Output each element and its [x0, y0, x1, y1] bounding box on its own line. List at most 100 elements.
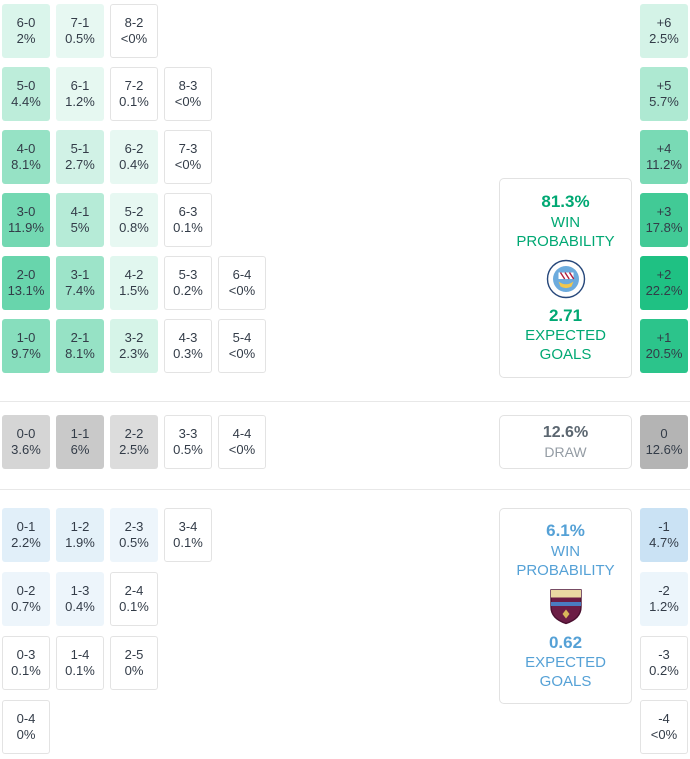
scoreline: 7-2	[124, 77, 144, 93]
scoreline: 4-4	[232, 425, 252, 441]
probability: 0%	[124, 662, 144, 678]
score-cell: 5-2 0.8%	[110, 193, 158, 247]
probability: <0%	[120, 30, 148, 46]
scoreline: 1-0	[16, 329, 36, 345]
scoreline: 4-2	[124, 266, 144, 282]
score-cell: 6-3 0.1%	[164, 193, 212, 247]
section-divider-bottom	[0, 489, 690, 490]
probability: 1.2%	[649, 598, 679, 614]
scoreline: -3	[658, 646, 670, 662]
scoreline: -4	[658, 710, 670, 726]
goal-diff-cell: 0 12.6%	[640, 415, 688, 469]
score-cell: 4-2 1.5%	[110, 256, 158, 310]
scoreline: 8-2	[124, 14, 144, 30]
scoreline: 4-0	[16, 140, 36, 156]
draw-probability-value: 12.6%	[542, 424, 589, 441]
home-probability-label: PROBABILITY	[516, 233, 615, 250]
draw-goal-diff-column: 0 12.6%	[640, 415, 688, 478]
scoreline: 6-1	[70, 77, 90, 93]
away-expected-goals-value: 0.62	[548, 632, 583, 652]
score-cell: 4-1 5%	[56, 193, 104, 247]
home-win-label: WIN	[550, 213, 581, 231]
away-probability-label: PROBABILITY	[516, 562, 615, 579]
goal-diff-cell: +3 17.8%	[640, 193, 688, 247]
scoreline: 7-3	[178, 140, 198, 156]
probability: 8.1%	[65, 345, 95, 361]
probability: 2.3%	[119, 345, 149, 361]
probability: 2.5%	[119, 441, 149, 457]
score-row: 0-3 0.1% 1-4 0.1% 2-5 0%	[2, 636, 212, 690]
score-row: 6-0 2% 7-1 0.5% 8-2 <0%	[2, 4, 266, 58]
goal-diff-cell: +5 5.7%	[640, 67, 688, 121]
score-row: 0-4 0%	[2, 700, 212, 754]
probability: 0%	[16, 726, 36, 742]
goal-diff-cell: +2 22.2%	[640, 256, 688, 310]
scoreline: 1-1	[70, 425, 90, 441]
scoreline: 6-4	[232, 266, 252, 282]
away-win-label: WIN	[550, 542, 581, 560]
score-cell: 4-4 <0%	[218, 415, 266, 469]
probability: <0%	[228, 441, 256, 457]
score-cell: 4-3 0.3%	[164, 319, 212, 373]
away-win-probability-value: 6.1%	[546, 521, 585, 541]
probability: 1.2%	[65, 93, 95, 109]
probability: 0.8%	[119, 219, 149, 235]
goal-diff-cell: +4 11.2%	[640, 130, 688, 184]
probability: 11.9%	[8, 219, 44, 235]
score-cell: 5-1 2.7%	[56, 130, 104, 184]
scoreline: 6-2	[124, 140, 144, 156]
scoreline: +3	[656, 203, 672, 219]
scoreline: 1-3	[70, 582, 90, 598]
home-score-grid: 6-0 2% 7-1 0.5% 8-2 <0% 5-0 4.4% 6-1 1.2% 7-2 0.1% 8…	[2, 4, 266, 382]
probability: 1.5%	[119, 282, 149, 298]
scoreline: 3-4	[178, 518, 198, 534]
probability: 20.5%	[645, 345, 683, 361]
home-win-probability-value: 81.3%	[541, 192, 590, 212]
goal-diff-cell: -1 4.7%	[640, 508, 688, 562]
score-cell: 2-0 13.1%	[2, 256, 50, 310]
scoreline: +1	[656, 329, 672, 345]
probability: 0.5%	[173, 441, 203, 457]
draw-summary: 12.6% DRAW	[499, 415, 632, 469]
score-cell: 8-3 <0%	[164, 67, 212, 121]
probability: 0.7%	[11, 598, 41, 614]
score-cell: 4-0 8.1%	[2, 130, 50, 184]
probability: 0.4%	[65, 598, 95, 614]
score-cell: 7-1 0.5%	[56, 4, 104, 58]
score-cell: 7-3 <0%	[164, 130, 212, 184]
score-cell: 3-0 11.9%	[2, 193, 50, 247]
score-cell: 5-0 4.4%	[2, 67, 50, 121]
score-row: 1-0 9.7% 2-1 8.1% 3-2 2.3% 4-3 0.3% 5-4 <0%	[2, 319, 266, 373]
probability: <0%	[650, 726, 678, 742]
home-goals-label: GOALS	[539, 346, 592, 364]
probability: 4.4%	[11, 93, 41, 109]
home-win-summary: 81.3% WIN PROBABILITY 2.71 EXPECTED GOAL…	[499, 178, 632, 378]
home-expected-label: EXPECTED	[525, 326, 606, 344]
probability: <0%	[174, 156, 202, 172]
scoreline: 5-4	[232, 329, 252, 345]
score-row: 5-0 4.4% 6-1 1.2% 7-2 0.1% 8-3 <0%	[2, 67, 266, 121]
probability: <0%	[174, 93, 202, 109]
scoreline: +4	[656, 140, 672, 156]
probability: 2.7%	[65, 156, 95, 172]
score-row: 0-1 2.2% 1-2 1.9% 2-3 0.5% 3-4 0.1%	[2, 508, 212, 562]
probability: 2%	[16, 30, 36, 46]
score-cell: 8-2 <0%	[110, 4, 158, 58]
scoreline: 5-3	[178, 266, 198, 282]
probability: 5.7%	[649, 93, 679, 109]
scoreline: 3-0	[16, 203, 36, 219]
score-cell: 5-3 0.2%	[164, 256, 212, 310]
score-row: 4-0 8.1% 5-1 2.7% 6-2 0.4% 7-3 <0%	[2, 130, 266, 184]
scoreline: 5-0	[16, 77, 36, 93]
scoreline: 2-5	[124, 646, 144, 662]
score-cell: 2-5 0%	[110, 636, 158, 690]
score-cell: 2-3 0.5%	[110, 508, 158, 562]
score-cell: 0-2 0.7%	[2, 572, 50, 626]
score-cell: 6-0 2%	[2, 4, 50, 58]
score-row: 3-0 11.9% 4-1 5% 5-2 0.8% 6-3 0.1%	[2, 193, 266, 247]
score-row: 0-2 0.7% 1-3 0.4% 2-4 0.1%	[2, 572, 212, 626]
scoreline: +6	[656, 14, 672, 30]
home-expected-goals-value: 2.71	[548, 305, 583, 325]
scoreline: 0-4	[16, 710, 36, 726]
